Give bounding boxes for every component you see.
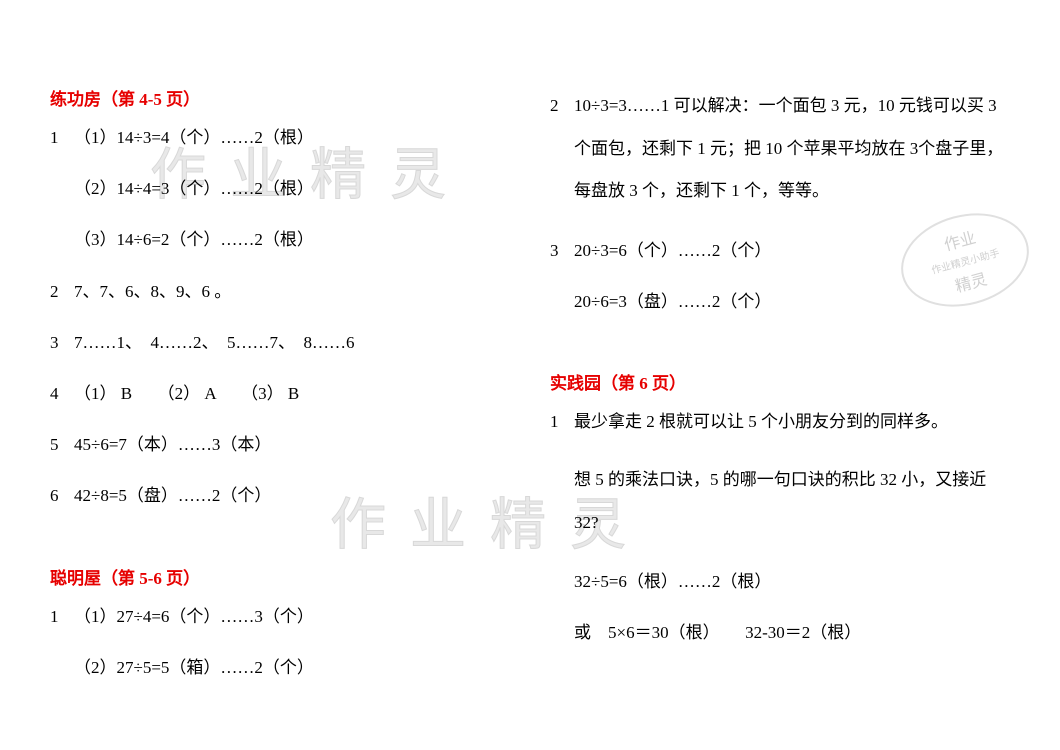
problem-content: 10÷3=3……1 可以解决：一个面包 3 元，10 元钱可以买 3 个面包，还… xyxy=(574,85,1010,213)
problem-num: 2 xyxy=(550,96,574,116)
section-title-2: 聪明屋（第 5-6 页） xyxy=(50,564,510,589)
problem-r-3-sub2: 20÷6=3（盘）……2（个） xyxy=(550,288,1010,315)
problem-1-1-sub3: （3）14÷6=2（个）……2（根） xyxy=(50,226,510,253)
problem-content: （1）14÷3=4（个）……2（根） xyxy=(74,124,510,151)
problem-1-5: 5 45÷6=7（本）……3（本） xyxy=(50,431,510,458)
problem-content: 想 5 的乘法口诀，5 的哪一句口诀的积比 32 小，又接近 32? xyxy=(574,459,1010,544)
problem-content: 42÷8=5（盘）……2（个） xyxy=(74,482,510,509)
section-title-3: 实践园（第 6 页） xyxy=(550,369,1010,394)
problem-num: 5 xyxy=(50,435,74,455)
problem-content: 7……1、 4……2、 5……7、 8……6 xyxy=(74,329,510,356)
problem-content: 或 5×6＝30（根） 32-30＝2（根） xyxy=(574,619,1010,646)
problem-content: 32÷5=6（根）……2（根） xyxy=(574,568,1010,595)
problem-num: 1 xyxy=(50,607,74,627)
problem-1-6: 6 42÷8=5（盘）……2（个） xyxy=(50,482,510,509)
left-column: 练功房（第 4-5 页） 1 （1）14÷3=4（个）……2（根） （2）14÷… xyxy=(50,85,510,700)
problem-num: 4 xyxy=(50,384,74,404)
main-container: 练功房（第 4-5 页） 1 （1）14÷3=4（个）……2（根） （2）14÷… xyxy=(50,85,1010,700)
problem-r2-1-sub2: 想 5 的乘法口诀，5 的哪一句口诀的积比 32 小，又接近 32? xyxy=(550,459,1010,544)
problem-2-1: 1 （1）27÷4=6（个）……3（个） xyxy=(50,603,510,630)
problem-content: （1） B （2） A （3） B xyxy=(74,380,510,407)
problem-content: （1）27÷4=6（个）……3（个） xyxy=(74,603,510,630)
problem-1-4: 4 （1） B （2） A （3） B xyxy=(50,380,510,407)
problem-num: 2 xyxy=(50,282,74,302)
problem-num: 3 xyxy=(50,333,74,353)
problem-1-1: 1 （1）14÷3=4（个）……2（根） xyxy=(50,124,510,151)
problem-1-1-sub2: （2）14÷4=3（个）……2（根） xyxy=(50,175,510,202)
problem-num: 3 xyxy=(550,241,574,261)
problem-num: 1 xyxy=(50,128,74,148)
problem-r2-1: 1 最少拿走 2 根就可以让 5 个小朋友分到的同样多。 xyxy=(550,408,1010,435)
problem-2-1-sub2: （2）27÷5=5（箱）……2（个） xyxy=(50,654,510,681)
right-column: 2 10÷3=3……1 可以解决：一个面包 3 元，10 元钱可以买 3 个面包… xyxy=(550,85,1010,700)
problem-content: （3）14÷6=2（个）……2（根） xyxy=(74,226,510,253)
problem-r-3: 3 20÷3=6（个）……2（个） xyxy=(550,237,1010,264)
problem-1-2: 2 7、7、6、8、9、6 。 xyxy=(50,278,510,305)
problem-content: 45÷6=7（本）……3（本） xyxy=(74,431,510,458)
problem-content: 最少拿走 2 根就可以让 5 个小朋友分到的同样多。 xyxy=(574,408,1010,435)
problem-r-2: 2 10÷3=3……1 可以解决：一个面包 3 元，10 元钱可以买 3 个面包… xyxy=(550,85,1010,213)
problem-num: 6 xyxy=(50,486,74,506)
problem-content: 20÷6=3（盘）……2（个） xyxy=(574,288,1010,315)
problem-1-3: 3 7……1、 4……2、 5……7、 8……6 xyxy=(50,329,510,356)
problem-content: （2）14÷4=3（个）……2（根） xyxy=(74,175,510,202)
problem-content: （2）27÷5=5（箱）……2（个） xyxy=(74,654,510,681)
problem-content: 7、7、6、8、9、6 。 xyxy=(74,278,510,305)
problem-r2-1-sub3: 32÷5=6（根）……2（根） xyxy=(550,568,1010,595)
problem-content: 20÷3=6（个）……2（个） xyxy=(574,237,1010,264)
problem-num: 1 xyxy=(550,412,574,432)
problem-r2-1-sub4: 或 5×6＝30（根） 32-30＝2（根） xyxy=(550,619,1010,646)
section-title-1: 练功房（第 4-5 页） xyxy=(50,85,510,110)
